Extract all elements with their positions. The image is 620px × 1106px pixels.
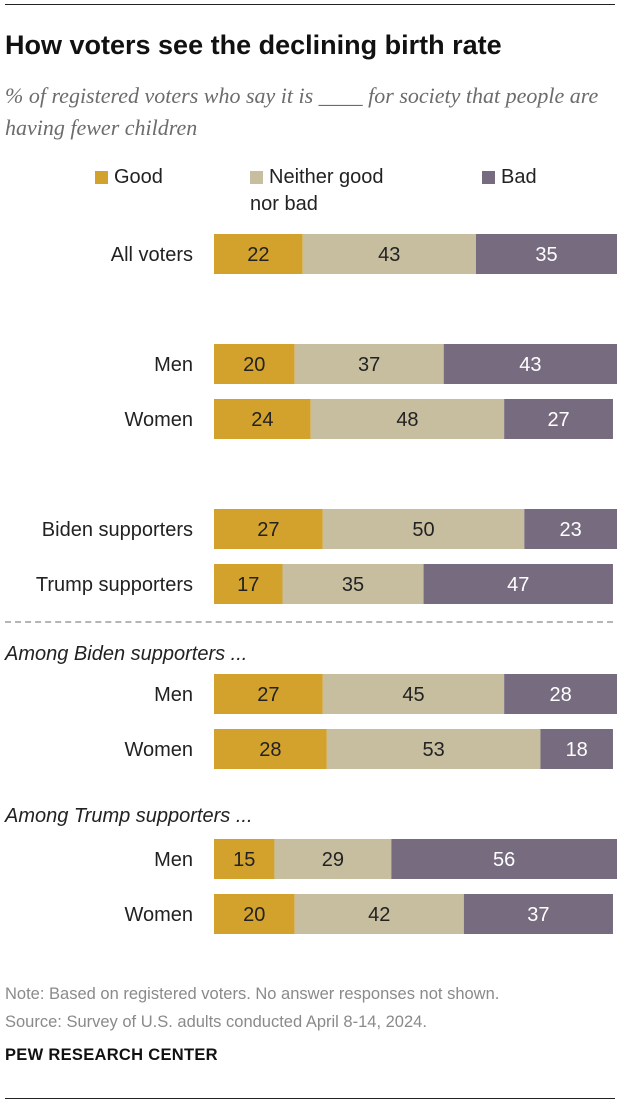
data-label-good: 27: [257, 684, 279, 706]
data-label-neither: 42: [368, 904, 390, 926]
bar-segment-bad: [443, 344, 617, 384]
bar-segment-bad: [423, 564, 613, 604]
bar-segment-good: [214, 564, 283, 604]
data-label-neither: 53: [423, 739, 445, 761]
legend-bad: Bad: [482, 164, 537, 191]
category-label: Biden supporters: [42, 519, 193, 541]
top-rule: [5, 4, 615, 5]
data-label-bad: 28: [549, 684, 571, 706]
data-label-bad: 43: [519, 354, 541, 376]
bar-segment-good: [214, 839, 275, 879]
legend-good-swatch: [95, 171, 108, 184]
data-label-neither: 43: [378, 244, 400, 266]
bar-segment-neither: [322, 674, 505, 714]
legend-bad-label: Bad: [501, 166, 537, 188]
legend-neither-label-1: Neither good: [269, 166, 384, 188]
bar-segment-bad: [463, 894, 613, 934]
bar-segment-bad: [540, 729, 613, 769]
bar-segment-bad: [504, 399, 613, 439]
data-label-neither: 45: [402, 684, 424, 706]
chart-title: How voters see the declining birth rate: [5, 30, 502, 60]
category-label: Trump supporters: [36, 574, 193, 596]
legend-bad-swatch: [482, 171, 495, 184]
group-header-trump: Among Trump supporters ...: [5, 805, 253, 827]
bar-segment-bad: [524, 509, 617, 549]
bar-segment-neither: [294, 894, 464, 934]
data-label-good: 22: [247, 244, 269, 266]
bar-segment-neither: [282, 564, 424, 604]
data-label-neither: 50: [412, 519, 434, 541]
bar-segment-neither: [310, 399, 505, 439]
bar-segment-good: [214, 729, 327, 769]
bar-segment-neither: [274, 839, 392, 879]
bar-segment-good: [214, 344, 295, 384]
footer-source: Source: Survey of U.S. adults conducted …: [5, 1013, 427, 1031]
data-label-bad: 23: [560, 519, 582, 541]
section-divider: [5, 621, 613, 623]
bar-segment-neither: [302, 234, 476, 274]
category-label: Women: [124, 409, 193, 431]
data-label-good: 20: [243, 904, 265, 926]
legend-neither-text: Neither good nor bad: [250, 164, 384, 218]
bar-segment-neither: [294, 344, 444, 384]
data-label-bad: 27: [547, 409, 569, 431]
data-label-good: 24: [251, 409, 273, 431]
data-label-good: 28: [259, 739, 281, 761]
data-label-bad: 18: [566, 739, 588, 761]
brand-logo-text: PEW RESEARCH CENTER: [5, 1046, 218, 1064]
data-label-good: 27: [257, 519, 279, 541]
category-label: Men: [154, 684, 193, 706]
data-label-neither: 48: [396, 409, 418, 431]
data-label-good: 20: [243, 354, 265, 376]
chart-subtitle: % of registered voters who say it is ___…: [5, 83, 599, 140]
data-label-bad: 37: [527, 904, 549, 926]
bar-segment-good: [214, 509, 323, 549]
bottom-rule: [5, 1098, 615, 1099]
bar-segment-good: [214, 894, 295, 934]
bar-segment-bad: [391, 839, 617, 879]
bar-segment-neither: [322, 509, 525, 549]
data-label-neither: 37: [358, 354, 380, 376]
legend-neither-swatch: [250, 171, 263, 184]
bar-segment-good: [214, 399, 311, 439]
bar-segment-good: [214, 234, 303, 274]
bar-segment-bad: [504, 674, 617, 714]
data-label-neither: 29: [322, 849, 344, 871]
footer-notes: Note: Based on registered voters. No ans…: [5, 980, 499, 1036]
legend-neither-label-2: nor bad: [250, 193, 318, 215]
bar-segment-neither: [326, 729, 541, 769]
category-label: Men: [154, 354, 193, 376]
legend-neither: Neither good nor bad: [250, 164, 384, 218]
data-label-good: 17: [237, 574, 259, 596]
footer-note: Note: Based on registered voters. No ans…: [5, 985, 500, 1003]
data-label-bad: 56: [493, 849, 515, 871]
bar-segment-bad: [475, 234, 617, 274]
data-label-neither: 35: [342, 574, 364, 596]
category-label: All voters: [111, 244, 193, 266]
legend-good: Good: [95, 164, 163, 191]
category-label: Men: [154, 849, 193, 871]
data-label-bad: 35: [535, 244, 557, 266]
category-label: Women: [124, 739, 193, 761]
data-label-good: 15: [233, 849, 255, 871]
data-label-bad: 47: [507, 574, 529, 596]
group-header-biden: Among Biden supporters ...: [5, 643, 248, 665]
bar-segment-good: [214, 674, 323, 714]
category-label: Women: [124, 904, 193, 926]
legend-good-label: Good: [114, 166, 163, 188]
